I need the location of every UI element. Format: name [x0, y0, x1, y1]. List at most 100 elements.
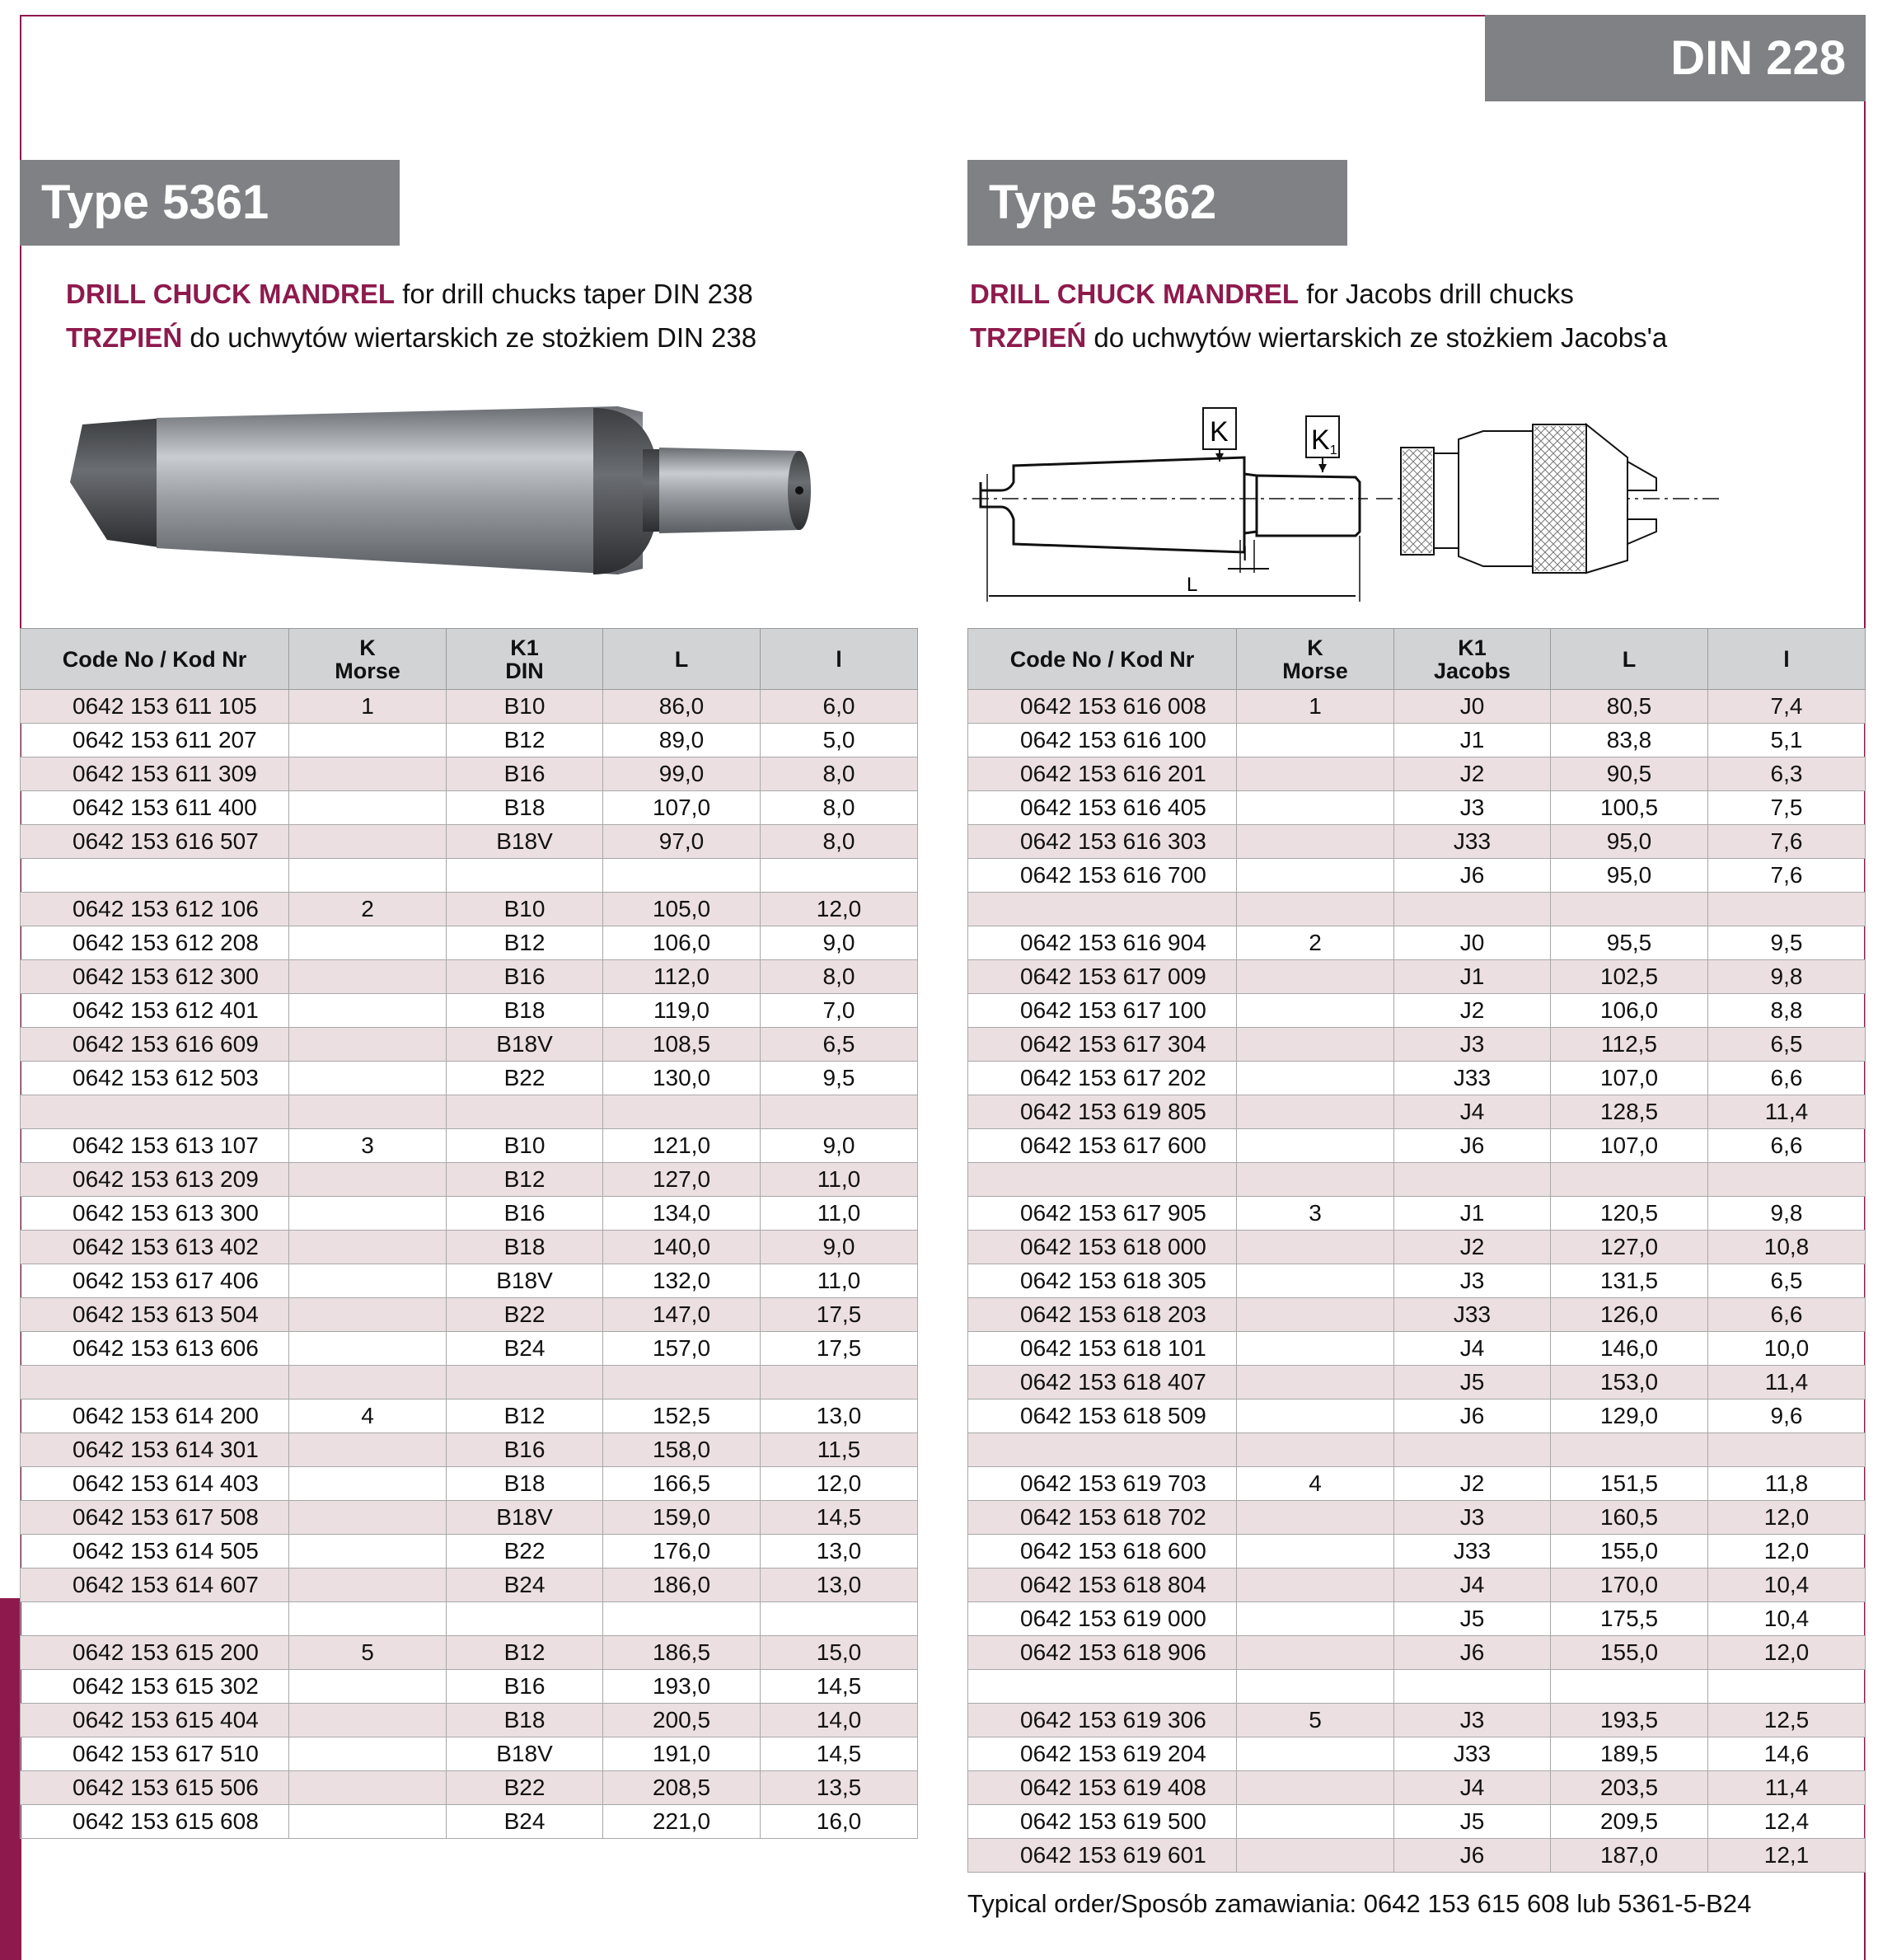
table-cell: 11,8	[1707, 1466, 1866, 1501]
table-cell: 0642 153 614 403	[20, 1466, 289, 1501]
table-row: 0642 153 619 500 J5 209,5 12,4	[967, 1804, 1866, 1839]
table-cell: 7,4	[1707, 689, 1866, 724]
table-cell: B22	[446, 1061, 603, 1095]
table-cell: 0642 153 618 509	[967, 1399, 1237, 1433]
table-cell: 127,0	[602, 1162, 761, 1197]
table-cell	[288, 824, 447, 859]
table-cell: 153,0	[1550, 1365, 1708, 1400]
table-cell: 151,5	[1550, 1466, 1708, 1501]
table-cell: 2	[288, 892, 447, 926]
table-cell: 0642 153 615 608	[20, 1804, 289, 1839]
column-header: Code No / Kod Nr	[967, 628, 1237, 690]
table-cell: 12,0	[760, 1466, 918, 1501]
table-cell	[1236, 757, 1394, 791]
table-cell	[1236, 1027, 1394, 1062]
table-row: 0642 153 616 008 1 J0 80,5 7,4	[967, 689, 1866, 724]
table-cell	[1393, 1669, 1551, 1704]
table-cell: 6,5	[1707, 1264, 1866, 1298]
table-cell: 0642 153 615 302	[20, 1669, 289, 1704]
table-cell: 0642 153 611 207	[20, 723, 289, 757]
table-cell: J6	[1393, 858, 1551, 893]
table-cell: 11,0	[760, 1196, 918, 1231]
table-cell: 4	[288, 1399, 447, 1433]
table-cell: B10	[446, 892, 603, 926]
table-cell: 0642 153 612 401	[20, 993, 289, 1028]
table-cell	[1707, 1669, 1866, 1704]
column-header: L	[602, 628, 761, 690]
table-cell: 11,5	[760, 1432, 918, 1467]
table-cell: 131,5	[1550, 1264, 1708, 1298]
table-cell: 200,5	[602, 1703, 761, 1737]
table-row: 0642 153 616 100 J1 83,8 5,1	[967, 723, 1866, 757]
table-row: 0642 153 615 608 B24 221,0 16,0	[20, 1804, 918, 1839]
table-cell: 129,0	[1550, 1399, 1708, 1433]
table-cell	[760, 1365, 918, 1400]
table-row: 0642 153 611 105 1 B10 86,0 6,0	[20, 689, 918, 724]
table-row: 0642 153 618 702 J3 160,5 12,0	[967, 1500, 1866, 1535]
table-cell	[1236, 959, 1394, 994]
table-cell	[1236, 723, 1394, 757]
table-cell: 0642 153 617 508	[20, 1500, 289, 1535]
table-cell: 3	[288, 1128, 447, 1163]
table-row: 0642 153 617 406 B18V 132,0 11,0	[20, 1264, 918, 1298]
table-cell: 0642 153 617 100	[967, 993, 1237, 1028]
table-cell: B22	[446, 1770, 603, 1805]
table-cell: 157,0	[602, 1331, 761, 1366]
desc-en: for Jacobs drill chucks	[1299, 279, 1574, 309]
table-cell: 134,0	[602, 1196, 761, 1231]
table-row	[967, 892, 1866, 926]
table-cell: 0642 153 614 607	[20, 1568, 289, 1602]
table-cell: 120,5	[1550, 1196, 1708, 1231]
table-cell: 147,0	[602, 1297, 761, 1332]
table-cell	[1236, 790, 1394, 825]
table-cell	[967, 1432, 1237, 1467]
table-row: 0642 153 613 209 B12 127,0 11,0	[20, 1162, 918, 1197]
table-cell	[288, 1601, 447, 1636]
table-row: 0642 153 618 906 J6 155,0 12,0	[967, 1635, 1866, 1670]
table-row: 0642 153 616 700 J6 95,0 7,6	[967, 858, 1866, 893]
table-cell: 13,0	[760, 1399, 918, 1433]
table-row	[967, 1669, 1866, 1704]
table-cell	[1236, 1061, 1394, 1095]
table-cell: B22	[446, 1297, 603, 1332]
table-cell	[288, 1534, 447, 1568]
table-row: 0642 153 614 607 B24 186,0 13,0	[20, 1568, 918, 1602]
table-cell: 0642 153 611 400	[20, 790, 289, 825]
table-cell: 12,0	[1707, 1534, 1866, 1568]
column-header: K Morse	[288, 628, 447, 690]
table-cell: J2	[1393, 1230, 1551, 1264]
table-cell	[1236, 1399, 1394, 1433]
table-row: 0642 153 616 904 2 J0 95,5 9,5	[967, 926, 1866, 960]
table-cell	[1236, 1568, 1394, 1602]
table-cell	[1236, 1737, 1394, 1771]
table-cell	[1393, 892, 1551, 926]
table-cell: 2	[1236, 926, 1394, 960]
table-cell: B18V	[446, 824, 603, 859]
table-cell: J2	[1393, 993, 1551, 1028]
table-cell: 191,0	[602, 1737, 761, 1771]
table-cell: 15,0	[760, 1635, 918, 1670]
table-row: 0642 153 619 805 J4 128,5 11,4	[967, 1095, 1866, 1129]
table-row: 0642 153 618 407 J5 153,0 11,4	[967, 1365, 1866, 1400]
table-cell: J4	[1393, 1770, 1551, 1805]
table-cell	[602, 858, 761, 893]
table-cell: J6	[1393, 1838, 1551, 1873]
table-row: 0642 153 617 009 J1 102,5 9,8	[967, 959, 1866, 994]
table-cell: 0642 153 618 600	[967, 1534, 1237, 1568]
table-cell: 9,0	[760, 926, 918, 960]
desc-pl-bold: TRZPIEŃ	[66, 322, 183, 353]
table-row: 0642 153 619 408 J4 203,5 11,4	[967, 1770, 1866, 1805]
table-cell	[20, 1365, 289, 1400]
table-row: 0642 153 616 609 B18V 108,5 6,5	[20, 1027, 918, 1062]
table-row: 0642 153 613 402 B18 140,0 9,0	[20, 1230, 918, 1264]
table-cell: 0642 153 616 008	[967, 689, 1237, 724]
table-cell: J6	[1393, 1128, 1551, 1163]
type-5362-title: Type 5362	[967, 160, 1347, 246]
table-cell	[1236, 1500, 1394, 1535]
table-cell	[1707, 892, 1866, 926]
table-row: 0642 153 618 804 J4 170,0 10,4	[967, 1568, 1866, 1602]
table-cell: 121,0	[602, 1128, 761, 1163]
table-row: 0642 153 617 304 J3 112,5 6,5	[967, 1027, 1866, 1062]
table-cell	[1550, 1162, 1708, 1197]
desc-en: for drill chucks taper DIN 238	[395, 279, 753, 309]
